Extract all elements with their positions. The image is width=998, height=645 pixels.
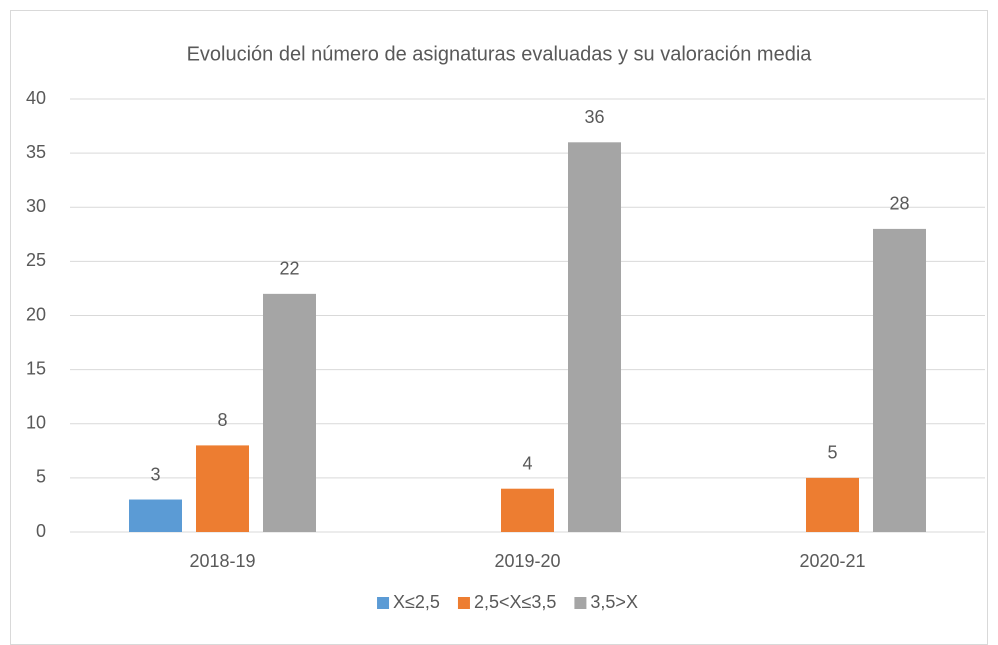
x-tick-label: 2019-20 xyxy=(494,551,560,571)
y-tick-label: 35 xyxy=(26,142,46,162)
bar xyxy=(263,293,316,532)
y-tick-label: 10 xyxy=(26,413,46,433)
chart-frame xyxy=(10,10,988,645)
y-tick-label: 5 xyxy=(36,467,46,487)
bar xyxy=(568,142,621,533)
y-tick-label: 30 xyxy=(26,196,46,216)
bar xyxy=(501,488,554,532)
bar xyxy=(806,477,859,532)
data-label: 5 xyxy=(827,443,837,463)
y-tick-label: 25 xyxy=(26,250,46,270)
chart-title: Evolución del número de asignaturas eval… xyxy=(187,43,813,65)
legend-label: 3,5>X xyxy=(590,592,638,612)
bar xyxy=(873,228,926,532)
y-tick-label: 0 xyxy=(36,521,46,541)
legend-label: X≤2,5 xyxy=(393,592,440,612)
data-label: 36 xyxy=(584,107,604,127)
data-label: 28 xyxy=(889,194,909,214)
bar xyxy=(196,445,249,532)
legend-label: 2,5<X≤3,5 xyxy=(474,592,556,612)
data-label: 3 xyxy=(150,464,160,484)
data-label: 8 xyxy=(217,410,227,430)
x-tick-label: 2020-21 xyxy=(799,551,865,571)
legend-swatch xyxy=(457,597,470,609)
y-tick-label: 40 xyxy=(26,88,46,108)
y-tick-label: 15 xyxy=(26,358,46,378)
data-label: 22 xyxy=(279,259,299,279)
data-label: 4 xyxy=(522,453,532,473)
x-tick-label: 2018-19 xyxy=(189,551,255,571)
bar xyxy=(129,499,182,532)
y-tick-label: 20 xyxy=(26,304,46,324)
legend-swatch xyxy=(574,597,587,609)
legend-swatch xyxy=(377,597,390,609)
